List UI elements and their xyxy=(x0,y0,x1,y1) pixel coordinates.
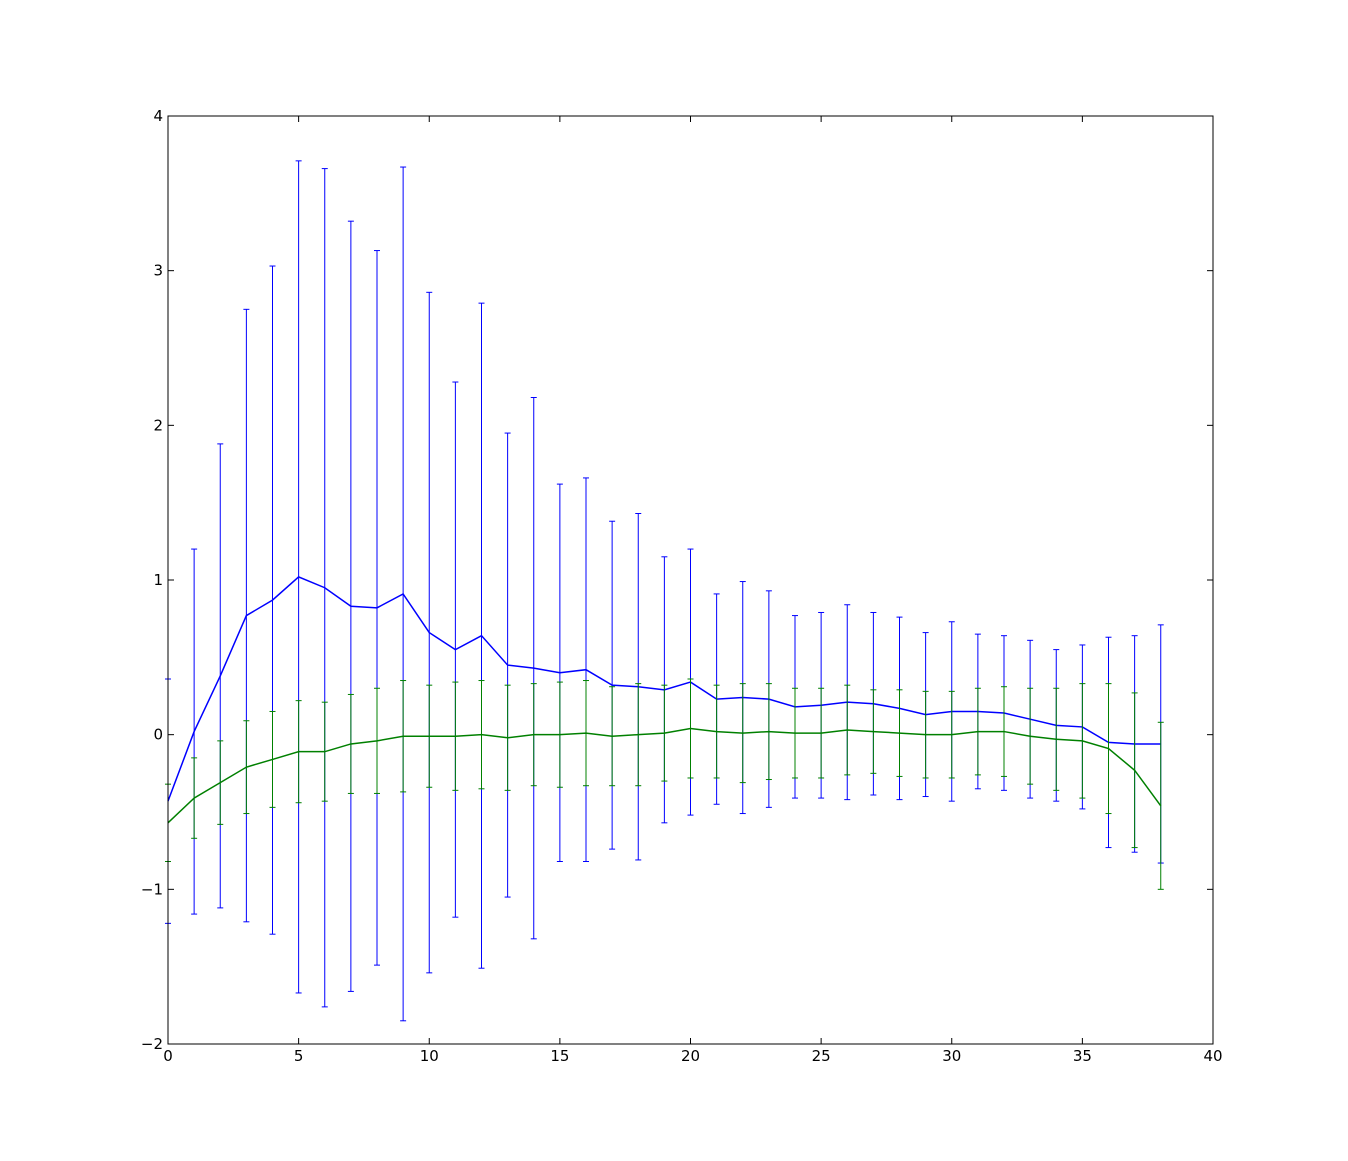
x-tick-label: 20 xyxy=(681,1047,700,1065)
series-line xyxy=(167,727,1162,824)
x-tick-label: 25 xyxy=(812,1047,831,1065)
x-tick-label: 15 xyxy=(550,1047,569,1065)
x-tick-label: 40 xyxy=(1203,1047,1222,1065)
y-tick-label: −1 xyxy=(141,880,163,898)
y-tick-label: 1 xyxy=(153,571,163,589)
y-tick-label: 0 xyxy=(153,726,163,744)
x-tick-label: 0 xyxy=(163,1047,173,1065)
x-tick-label: 10 xyxy=(420,1047,439,1065)
x-tick-label: 5 xyxy=(294,1047,304,1065)
y-tick-label: 3 xyxy=(153,262,163,280)
x-tick-label: 30 xyxy=(942,1047,961,1065)
y-tick-label: 2 xyxy=(153,416,163,434)
x-tick-label: 35 xyxy=(1073,1047,1092,1065)
y-tick-label: −2 xyxy=(141,1035,163,1053)
y-tick-label: 4 xyxy=(153,107,163,125)
